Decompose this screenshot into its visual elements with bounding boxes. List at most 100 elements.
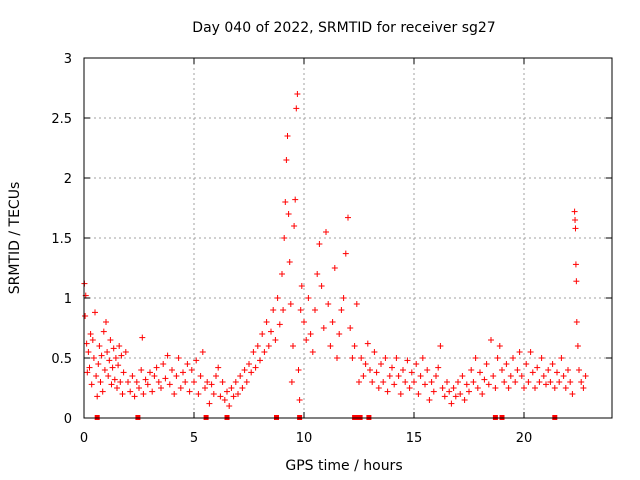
data-point (301, 319, 307, 325)
data-point (221, 397, 228, 403)
data-point (191, 379, 197, 385)
data-point (576, 367, 582, 373)
data-point (180, 369, 186, 376)
data-point (560, 373, 567, 379)
data-point (118, 352, 125, 359)
data-point (283, 157, 290, 163)
data-point (210, 391, 217, 397)
data-point (90, 355, 97, 361)
data-point (89, 337, 96, 343)
data-point (347, 325, 354, 331)
data-point (565, 367, 571, 373)
data-point (276, 321, 283, 328)
data-point (83, 340, 90, 347)
data-point (369, 379, 376, 385)
data-point (512, 379, 519, 385)
data-point (257, 357, 263, 364)
data-point (514, 367, 521, 373)
data-point (572, 217, 579, 223)
data-point (274, 295, 281, 301)
data-point (314, 271, 321, 277)
data-point (543, 381, 549, 388)
data-point (288, 379, 295, 385)
data-point (127, 388, 134, 395)
data-point (303, 337, 310, 343)
data-point (202, 385, 208, 391)
x-axis: 0 5 10 15 20 (80, 58, 532, 446)
data-point (545, 367, 552, 373)
data-point (279, 271, 285, 277)
data-point (294, 91, 301, 97)
data-point (578, 379, 585, 385)
data-point (380, 379, 387, 385)
data-point (232, 379, 239, 385)
data-point (481, 376, 488, 383)
data-point (287, 301, 294, 307)
x-tick-label: 10 (296, 431, 313, 446)
data-point (540, 373, 547, 379)
data-point (356, 379, 362, 385)
data-point (452, 393, 459, 400)
data-point (518, 373, 525, 379)
data-point (86, 364, 93, 371)
data-point (556, 379, 563, 385)
data-point (490, 373, 497, 379)
data-point (580, 385, 587, 391)
data-point (424, 367, 431, 373)
data-point (554, 369, 560, 376)
data-point (472, 355, 479, 361)
data-point (263, 319, 270, 325)
data-point (338, 307, 345, 313)
data-point (457, 391, 464, 397)
data-point (538, 355, 545, 361)
data-point (349, 355, 356, 361)
data-point (474, 385, 481, 391)
data-point (571, 208, 578, 215)
data-point (246, 361, 252, 367)
data-point (397, 391, 404, 397)
data-point (345, 214, 351, 221)
data-point (142, 376, 149, 383)
data-point (138, 367, 145, 373)
y-tick-label: 0 (64, 412, 72, 427)
data-point (93, 373, 100, 379)
data-point (100, 328, 107, 335)
data-point (336, 331, 343, 337)
data-point (226, 403, 233, 409)
data-point (270, 307, 277, 313)
y-tick-label: 2 (64, 172, 72, 187)
data-point (391, 381, 398, 388)
data-point (204, 379, 211, 385)
y-tick-label: 1.5 (51, 232, 72, 247)
data-point (516, 349, 523, 355)
data-point (133, 379, 140, 385)
data-point (430, 388, 437, 395)
data-point (147, 369, 153, 376)
data-point (450, 385, 457, 391)
data-point (106, 357, 113, 364)
data-point (360, 373, 367, 379)
data-point (88, 381, 95, 388)
data-point (503, 361, 510, 367)
data-point (523, 361, 530, 367)
x-tick-label: 15 (406, 431, 423, 446)
data-point (351, 343, 358, 349)
data-point (195, 391, 202, 397)
chart-title: Day 040 of 2022, SRMTID for receiver sg2… (192, 20, 495, 36)
data-point (342, 250, 349, 257)
data-point (488, 337, 494, 343)
data-point (551, 385, 558, 391)
data-point (340, 295, 347, 301)
data-point (84, 369, 91, 376)
data-point (114, 385, 120, 391)
data-point (248, 369, 255, 376)
data-point (95, 361, 102, 367)
data-point (470, 379, 477, 385)
data-point (208, 381, 215, 388)
data-point (567, 379, 574, 385)
data-point (364, 340, 371, 347)
data-point (122, 349, 129, 355)
data-point (327, 343, 334, 349)
data-point (307, 331, 314, 337)
y-tick-label: 2.5 (51, 112, 72, 127)
